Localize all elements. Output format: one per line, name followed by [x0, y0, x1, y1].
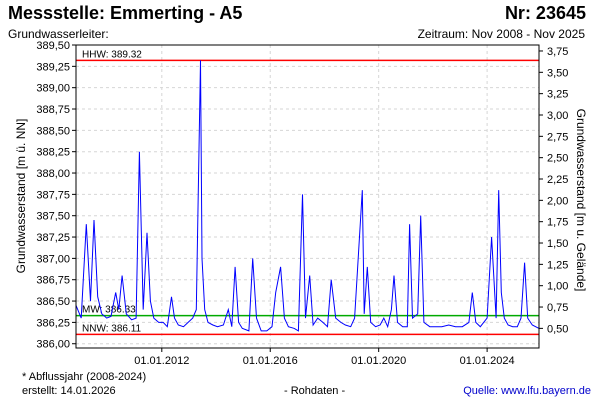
created-date: erstellt: 14.01.2026 [22, 385, 116, 397]
plot-frame [75, 44, 540, 349]
y-tick-label-right: 0,50 [547, 323, 568, 335]
y-tick-label-right: 0,75 [547, 302, 568, 314]
y-tick-label-right: 1,50 [547, 238, 568, 250]
y-tick-label-left: 388,25 [36, 147, 70, 159]
y-tick-label-right: 1,75 [547, 217, 568, 229]
y-tick-label-right: 2,50 [547, 153, 568, 165]
x-tick-label: 01.01.2020 [351, 355, 406, 367]
y-tick-label-left: 388,00 [36, 168, 70, 180]
y-tick-label-left: 387,50 [36, 211, 70, 223]
raw-data-label: - Rohdaten - [284, 385, 346, 397]
footnote: * Abflussjahr (2008-2024) [22, 371, 147, 383]
y-axis-label-right: Grundwasserstand [m u. Gelände] [574, 109, 588, 292]
y-tick-label-left: 387,00 [36, 253, 70, 265]
reference-label: MW: 386.33 [82, 305, 136, 316]
y-tick-label-left: 388,75 [36, 104, 70, 116]
page-title: Messstelle: Emmerting - A5 [8, 3, 243, 23]
x-tick-label: 01.01.2012 [134, 355, 189, 367]
y-tick-label-left: 386,00 [36, 339, 70, 351]
grid [76, 44, 539, 348]
y-tick-label-left: 386,50 [36, 296, 70, 308]
y-tick-label-right: 3,50 [547, 67, 568, 79]
y-tick-label-left: 388,50 [36, 125, 70, 137]
period-label: Zeitraum: Nov 2008 - Nov 2025 [417, 27, 585, 41]
y-tick-label-right: 2,75 [547, 131, 568, 143]
y-tick-label-right: 1,00 [547, 281, 568, 293]
y-tick-label-right: 1,25 [547, 259, 568, 271]
y-tick-label-right: 2,00 [547, 195, 568, 207]
x-tick-label: 01.01.2024 [460, 355, 515, 367]
y-tick-label-left: 389,00 [36, 83, 70, 95]
station-number: Nr: 23645 [504, 3, 586, 23]
source-link[interactable]: Quelle: www.lfu.bayern.de [463, 385, 591, 397]
series-line [75, 60, 540, 332]
y-axis-label-left: Grundwasserstand [m ü. NN] [14, 119, 28, 274]
y-tick-label-left: 387,25 [36, 232, 70, 244]
x-tick-label: 01.01.2016 [243, 355, 298, 367]
reference-label: HHW: 389.32 [82, 49, 142, 60]
y-tick-label-right: 3,75 [547, 46, 568, 58]
aquifer-label: Grundwasserleiter: [8, 27, 109, 41]
reference-lines: HHW: 389.32 MW: 386.33 NNW: 386.11 [76, 49, 539, 336]
y-tick-label-left: 386,75 [36, 275, 70, 287]
reference-label: NNW: 386.11 [82, 323, 142, 334]
y-tick-label-left: 387,75 [36, 189, 70, 201]
y-tick-label-left: 386,25 [36, 317, 70, 329]
y-tick-label-left: 389,25 [36, 61, 70, 73]
y-tick-label-left: 389,50 [36, 40, 70, 52]
axis-ticks: 389,50 389,25 389,00 388,75 388,50 388,25 388,… [36, 40, 568, 367]
y-tick-label-right: 3,00 [547, 110, 568, 122]
y-tick-label-right: 2,25 [547, 174, 568, 186]
y-tick-label-right: 3,25 [547, 89, 568, 101]
